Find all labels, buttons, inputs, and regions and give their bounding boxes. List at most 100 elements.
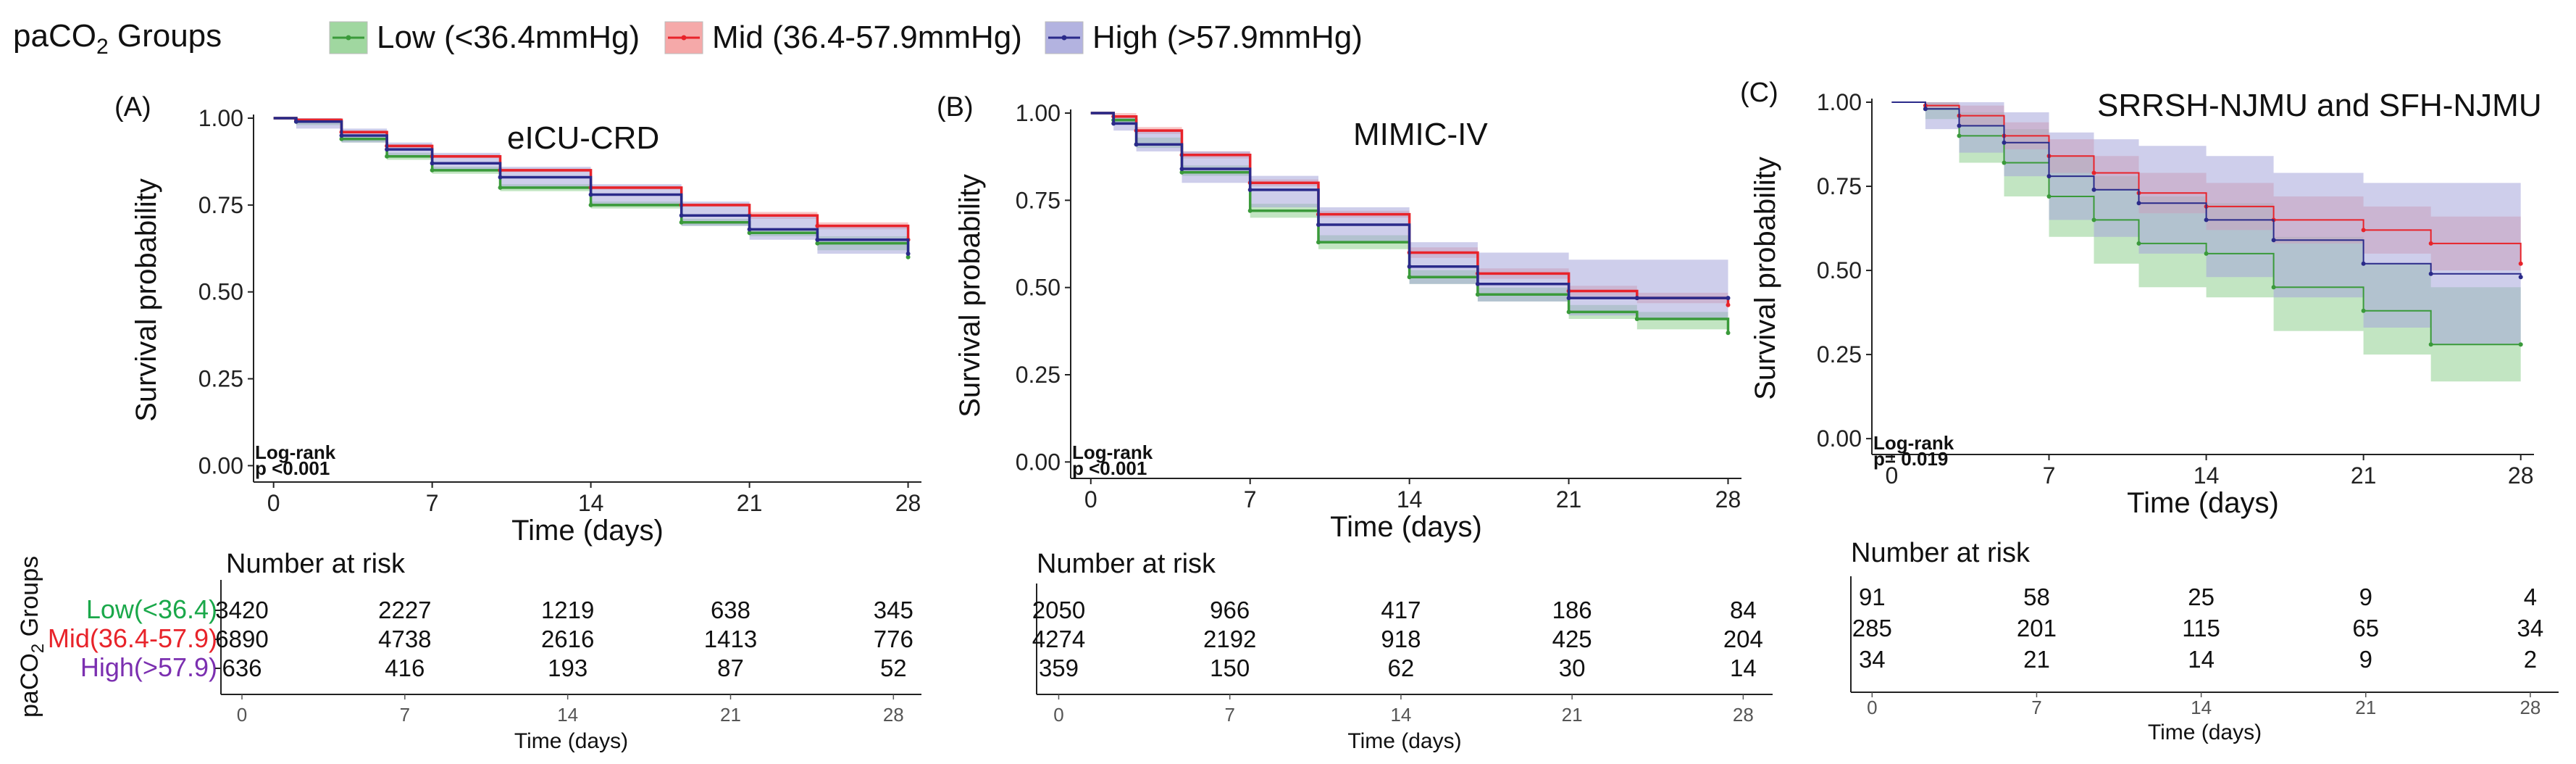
risk-table-x-label: Time (days)	[2148, 721, 2262, 744]
risk-count-high-4: 2	[2524, 646, 2537, 673]
x-axis-label: Time (days)	[2127, 487, 2279, 519]
y-axis-label: Survival probability	[1749, 157, 1781, 400]
risk-count-high-3: 30	[1559, 655, 1586, 681]
risk-count-mid-2: 115	[2182, 615, 2220, 641]
legend-label-high: High (>57.9mmHg)	[1092, 20, 1363, 55]
x-axis-label: Time (days)	[511, 515, 664, 547]
legend-label-low: Low (<36.4mmHg)	[377, 20, 640, 55]
risk-x-tick-label: 0	[1053, 704, 1063, 726]
risk-x-tick-label: 28	[2519, 697, 2541, 718]
point-low-9	[815, 241, 820, 246]
risk-count-high-3: 9	[2359, 646, 2372, 673]
point-low-6	[588, 202, 593, 207]
x-tick-label: 7	[426, 490, 439, 516]
point-high-8	[747, 227, 752, 232]
risk-count-high-2: 14	[2188, 646, 2215, 673]
logrank-label: Log-rank	[1072, 441, 1153, 463]
panel-1: (B) MIMIC-IV 0.00 0.25 0.50 0.75 1.00 0 7 14 21 28 T…	[937, 92, 1773, 753]
risk-count-mid-4: 776	[874, 626, 913, 652]
legend-marker-mid	[681, 35, 687, 41]
logrank-pvalue: p= 0.019	[1873, 448, 1948, 470]
y-tick-label: 0.75	[198, 192, 243, 218]
risk-x-tick-label: 7	[1224, 704, 1234, 726]
y-tick-label: 0.00	[198, 452, 243, 478]
risk-table-x-label: Time (days)	[514, 729, 628, 753]
x-tick-label: 0	[1886, 462, 1899, 489]
risk-count-mid-2: 2616	[541, 626, 594, 652]
y-tick-label: 0.25	[1817, 341, 1862, 368]
risk-x-tick-label: 21	[1562, 704, 1583, 726]
ci-band-low	[1090, 113, 1728, 344]
risk-count-high-3: 87	[717, 655, 744, 681]
risk-table-title: Number at risk	[226, 549, 406, 579]
y-tick-label: 0.50	[198, 279, 243, 305]
point-low-6	[2136, 241, 2141, 246]
point-high-1	[1111, 121, 1116, 126]
risk-count-high-1: 21	[2023, 646, 2050, 673]
ci-band-high	[1090, 113, 1728, 323]
risk-count-low-2: 417	[1381, 597, 1421, 623]
point-high-3	[385, 147, 390, 152]
risk-count-high-2: 193	[548, 655, 587, 681]
point-low-5	[498, 185, 503, 190]
risk-count-low-4: 345	[874, 597, 913, 623]
y-tick-label: 0.75	[1016, 187, 1061, 213]
risk-count-mid-4: 34	[2517, 615, 2544, 641]
risk-count-high-4: 14	[1730, 655, 1757, 681]
risk-count-low-4: 4	[2524, 584, 2537, 610]
risk-count-mid-3: 425	[1552, 626, 1592, 652]
survival-curve-high	[1090, 112, 1728, 299]
point-high-4	[1247, 187, 1253, 192]
point-high-4	[2046, 174, 2052, 179]
y-axis-label: Survival probability	[954, 174, 986, 418]
panel-tag: (B)	[937, 92, 974, 123]
risk-x-tick-label: 0	[1867, 697, 1877, 718]
risk-count-low-1: 58	[2023, 584, 2050, 610]
y-tick-label: 0.75	[1817, 173, 1862, 199]
risk-count-high-2: 62	[1388, 655, 1415, 681]
point-high-1	[1923, 107, 1928, 112]
strata-label-high: High(>57.9)	[80, 652, 217, 682]
point-low-6	[1407, 275, 1412, 280]
risk-count-mid-4: 204	[1723, 626, 1763, 652]
point-low-4	[430, 167, 435, 173]
risk-count-low-4: 84	[1730, 597, 1757, 623]
point-mid-11	[2518, 261, 2523, 266]
y-tick-label: 0.00	[1817, 425, 1862, 452]
point-high-11	[2518, 275, 2523, 280]
x-tick-label: 28	[2508, 462, 2534, 489]
point-high-7	[2204, 217, 2209, 223]
panel-tag: (C)	[1740, 78, 1778, 108]
legend-title: paCO2 Groups	[13, 18, 222, 59]
point-low-4	[1247, 208, 1253, 213]
risk-x-tick-label: 7	[2031, 697, 2041, 718]
risk-count-mid-3: 1413	[704, 626, 757, 652]
risk-count-low-0: 91	[1859, 584, 1886, 610]
risk-count-mid-0: 4274	[1032, 626, 1085, 652]
risk-count-mid-1: 201	[2017, 615, 2057, 641]
risk-count-low-3: 9	[2359, 584, 2372, 610]
point-high-5	[1316, 223, 1321, 227]
risk-count-high-0: 359	[1039, 655, 1079, 681]
logrank-pvalue: p <0.001	[1072, 457, 1147, 479]
panel-tag: (A)	[114, 92, 151, 123]
risk-x-tick-label: 14	[2191, 697, 2212, 718]
x-tick-label: 21	[1556, 486, 1582, 512]
risk-count-mid-0: 6890	[215, 626, 268, 652]
point-low-5	[2091, 217, 2096, 223]
point-mid-9	[2361, 228, 2366, 233]
risk-count-low-1: 2227	[378, 597, 431, 623]
y-tick-label: 0.50	[1016, 275, 1061, 301]
x-tick-label: 28	[895, 490, 921, 516]
point-low-7	[679, 220, 684, 225]
risk-x-tick-label: 21	[2355, 697, 2376, 718]
risk-count-low-2: 25	[2188, 584, 2215, 610]
y-tick-label: 0.00	[1016, 449, 1061, 475]
risk-x-tick-label: 21	[720, 704, 741, 726]
risk-table-title: Number at risk	[1037, 549, 1216, 579]
risk-count-mid-0: 285	[1852, 615, 1892, 641]
strata-label-mid: Mid(36.4-57.9)	[48, 623, 217, 653]
risk-count-low-0: 3420	[215, 597, 268, 623]
point-low-5	[1316, 240, 1321, 245]
